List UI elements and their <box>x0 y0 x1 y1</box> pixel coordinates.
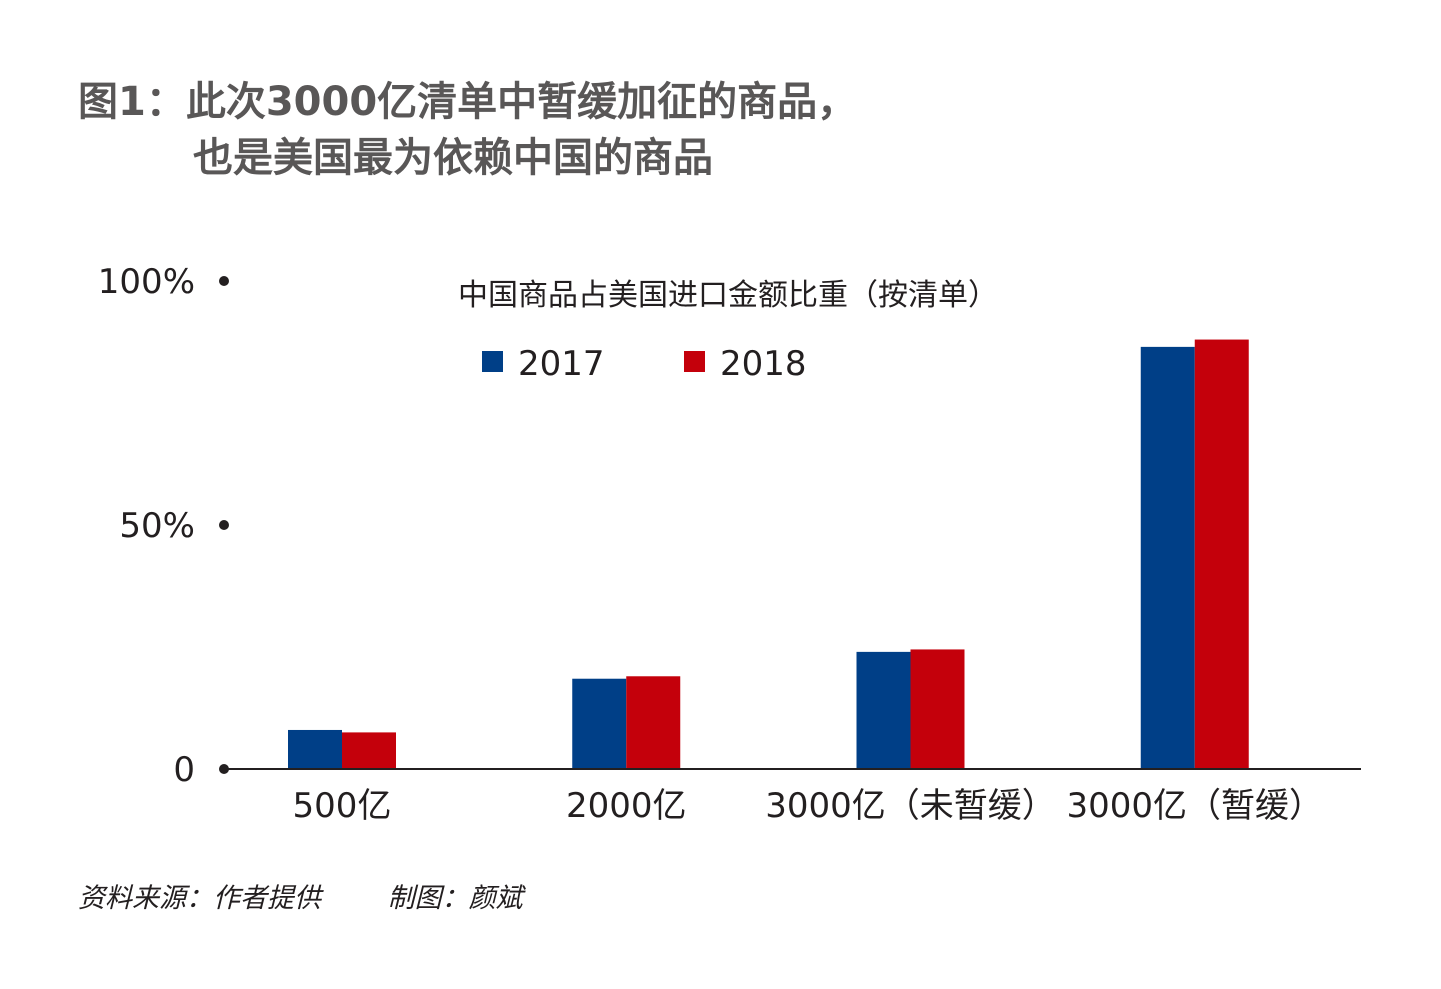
y-tick-label-3: 100% <box>98 262 195 302</box>
x-tick-label-3: 3000亿（未暂缓） <box>765 786 1056 826</box>
figure-title: 图1：此次3000亿清单中暂缓加征的商品， 也是美国最为依赖中国的商品 <box>78 74 857 186</box>
legend-label-2017: 2017 <box>518 344 605 384</box>
legend-label-2018: 2018 <box>720 344 807 384</box>
y-tick-marker-2 <box>219 520 229 530</box>
legend-swatch-2017 <box>482 351 503 372</box>
x-tick-label-2: 2000亿 <box>566 786 687 826</box>
credit-note: 制图：颜斌 <box>387 883 523 914</box>
figure-title-line-2: 也是美国最为依赖中国的商品 <box>193 135 713 181</box>
bar-2018-3 <box>910 649 965 769</box>
chart-title: 中国商品占美国进口金额比重（按清单） <box>458 278 998 313</box>
y-tick-label-1: 0 <box>173 750 195 790</box>
y-tick-label-2: 50% <box>119 506 195 546</box>
bar-2018-2 <box>626 676 681 769</box>
bars-layer <box>288 339 1249 769</box>
x-tick-label-1: 500亿 <box>293 786 392 826</box>
figure-title-line-1: 图1：此次3000亿清单中暂缓加征的商品， <box>78 79 858 125</box>
legend-swatch-2018 <box>684 351 705 372</box>
y-axis: 0 50% 100% <box>98 262 229 790</box>
bar-2017-4 <box>1140 346 1195 769</box>
bar-2017-1 <box>288 729 342 769</box>
bar-2018-4 <box>1194 339 1249 769</box>
chart-footer: 资料来源：作者提供 制图：颜斌 <box>78 876 523 915</box>
bar-2018-1 <box>342 732 396 769</box>
x-axis-labels: 500亿 2000亿 3000亿（未暂缓） 3000亿（暂缓） <box>293 786 1323 826</box>
bar-2017-3 <box>856 651 911 769</box>
bar-2017-2 <box>572 678 627 769</box>
source-note: 资料来源：作者提供 <box>78 883 321 914</box>
chart-legend: 2017 2018 <box>482 344 807 384</box>
x-tick-label-4: 3000亿（暂缓） <box>1066 786 1323 826</box>
y-tick-marker-3 <box>219 276 229 286</box>
